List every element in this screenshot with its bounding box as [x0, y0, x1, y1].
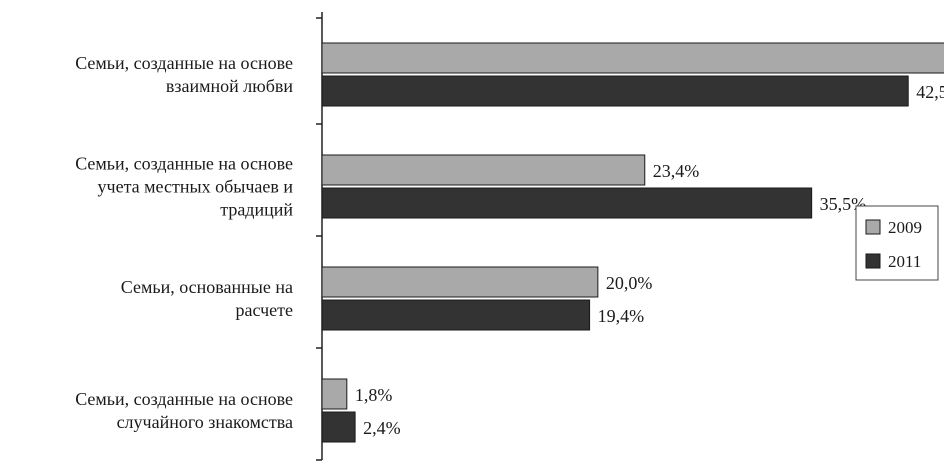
category-label-line: учета местных обычаев и [98, 177, 294, 197]
category-label: Семьи, созданные на основе взаимной любви [75, 53, 293, 96]
bar-2009 [321, 154, 646, 186]
value-label: 23,4% [653, 161, 700, 181]
category-label-line: традиций [220, 200, 293, 220]
bar-2011 [321, 75, 909, 107]
category-label: Семьи, созданные на основе случайного зна… [75, 389, 293, 432]
category-label-line: взаимной любви [166, 76, 293, 96]
value-label: 2,4% [363, 418, 401, 438]
bar-2009 [321, 42, 944, 74]
bar-2009 [321, 378, 348, 410]
value-label: 1,8% [355, 385, 393, 405]
value-label: 19,4% [598, 306, 645, 326]
bars [321, 42, 944, 443]
legend-swatch-2011 [865, 253, 881, 269]
category-label-line: Семьи, основанные на [121, 277, 293, 297]
legend-swatch-2009 [865, 219, 881, 235]
category-label-line: случайного знакомства [117, 412, 293, 432]
category-label-line: Семьи, созданные на основе [75, 53, 293, 73]
bar-2011 [321, 187, 813, 219]
category-label-line: расчете [235, 300, 293, 320]
legend-label-2009: 2009 [888, 218, 922, 237]
value-label: 35,5% [820, 194, 867, 214]
category-label: Семьи, созданные на основе учета местных … [75, 154, 293, 220]
bar-2011 [321, 299, 591, 331]
bar-2009 [321, 266, 599, 298]
category-label-line: Семьи, созданные на основе [75, 389, 293, 409]
category-axis [316, 12, 323, 461]
legend: 2009 2011 [855, 205, 939, 281]
legend-label-2011: 2011 [888, 252, 921, 271]
value-label: 42,5% [916, 82, 944, 102]
bar-2011 [321, 411, 356, 443]
value-label: 20,0% [606, 273, 653, 293]
category-label-line: Семьи, созданные на основе [75, 154, 293, 174]
labels: Семьи, созданные на основе взаимной любви… [75, 53, 944, 438]
category-label: Семьи, основанные на расчете [121, 277, 293, 320]
